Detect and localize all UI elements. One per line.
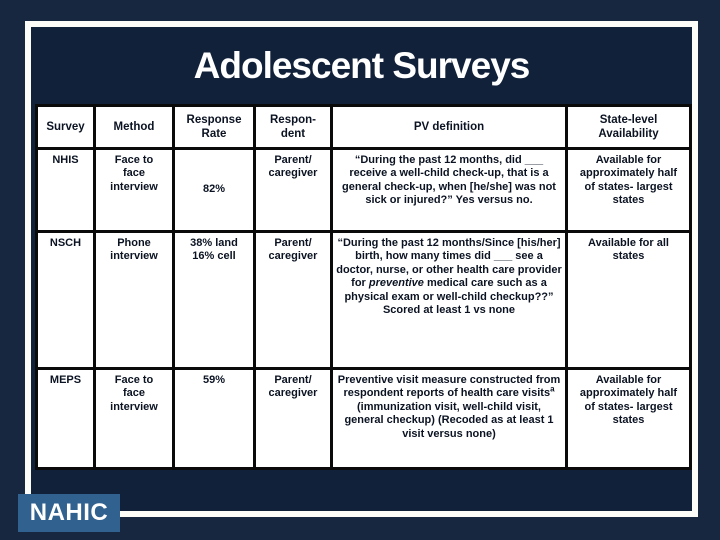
cell-survey: MEPS bbox=[35, 367, 96, 470]
col-header-respondent: Respon- dent bbox=[253, 104, 333, 150]
cell-survey: NHIS bbox=[35, 147, 96, 233]
nahic-logo: NAHIC bbox=[18, 494, 120, 532]
cell-method: Face to face interview bbox=[93, 367, 175, 470]
cell-availability: Available for approximately half of stat… bbox=[565, 147, 692, 233]
cell-method: Face to face interview bbox=[93, 147, 175, 233]
table-row-nhis: NHIS Face to face interview 82% Parent/ … bbox=[35, 147, 692, 233]
nahic-logo-text: NAHIC bbox=[29, 499, 109, 526]
cell-pv-definition: “During the past 12 months, did ___ rece… bbox=[330, 147, 568, 233]
cell-survey: NSCH bbox=[35, 230, 96, 370]
pv-text: (immunization visit, well-child visit, g… bbox=[344, 400, 554, 440]
cell-respondent: Parent/ caregiver bbox=[253, 367, 333, 470]
col-header-response-rate: Response Rate bbox=[172, 104, 256, 150]
page-title: Adolescent Surveys bbox=[193, 45, 531, 86]
pv-footnote-marker: a bbox=[550, 384, 555, 394]
cell-respondent: Parent/ caregiver bbox=[253, 147, 333, 233]
survey-table: Survey Method Response Rate Respon- dent… bbox=[35, 104, 692, 470]
cell-response-rate: 82% bbox=[172, 147, 256, 233]
cell-pv-definition: Preventive visit measure constructed fro… bbox=[330, 367, 568, 470]
col-header-method: Method bbox=[93, 104, 175, 150]
table-row-nsch: NSCH Phone interview 38% land 16% cell P… bbox=[35, 230, 692, 370]
cell-availability: Available for all states bbox=[565, 230, 692, 370]
pv-text: medical care such as a physical exam or … bbox=[344, 277, 554, 317]
table-row-meps: MEPS Face to face interview 59% Parent/ … bbox=[35, 367, 692, 470]
cell-availability: Available for approximately half of stat… bbox=[565, 367, 692, 470]
cell-method: Phone interview bbox=[93, 230, 175, 370]
cell-response-rate: 59% bbox=[172, 367, 256, 470]
col-header-pv-definition: PV definition bbox=[330, 104, 568, 150]
col-header-survey: Survey bbox=[35, 104, 96, 150]
cell-respondent: Parent/ caregiver bbox=[253, 230, 333, 370]
pv-text-italic: preventive bbox=[368, 277, 424, 290]
cell-response-rate: 38% land 16% cell bbox=[172, 230, 256, 370]
col-header-availability: State-level Availability bbox=[565, 104, 692, 150]
table-header-row: Survey Method Response Rate Respon- dent… bbox=[35, 104, 692, 150]
pv-text: “During the past 12 months/Since [his/he… bbox=[336, 237, 562, 290]
pv-text: Preventive visit measure constructed fro… bbox=[337, 374, 561, 400]
cell-pv-definition: “During the past 12 months/Since [his/he… bbox=[330, 230, 568, 370]
